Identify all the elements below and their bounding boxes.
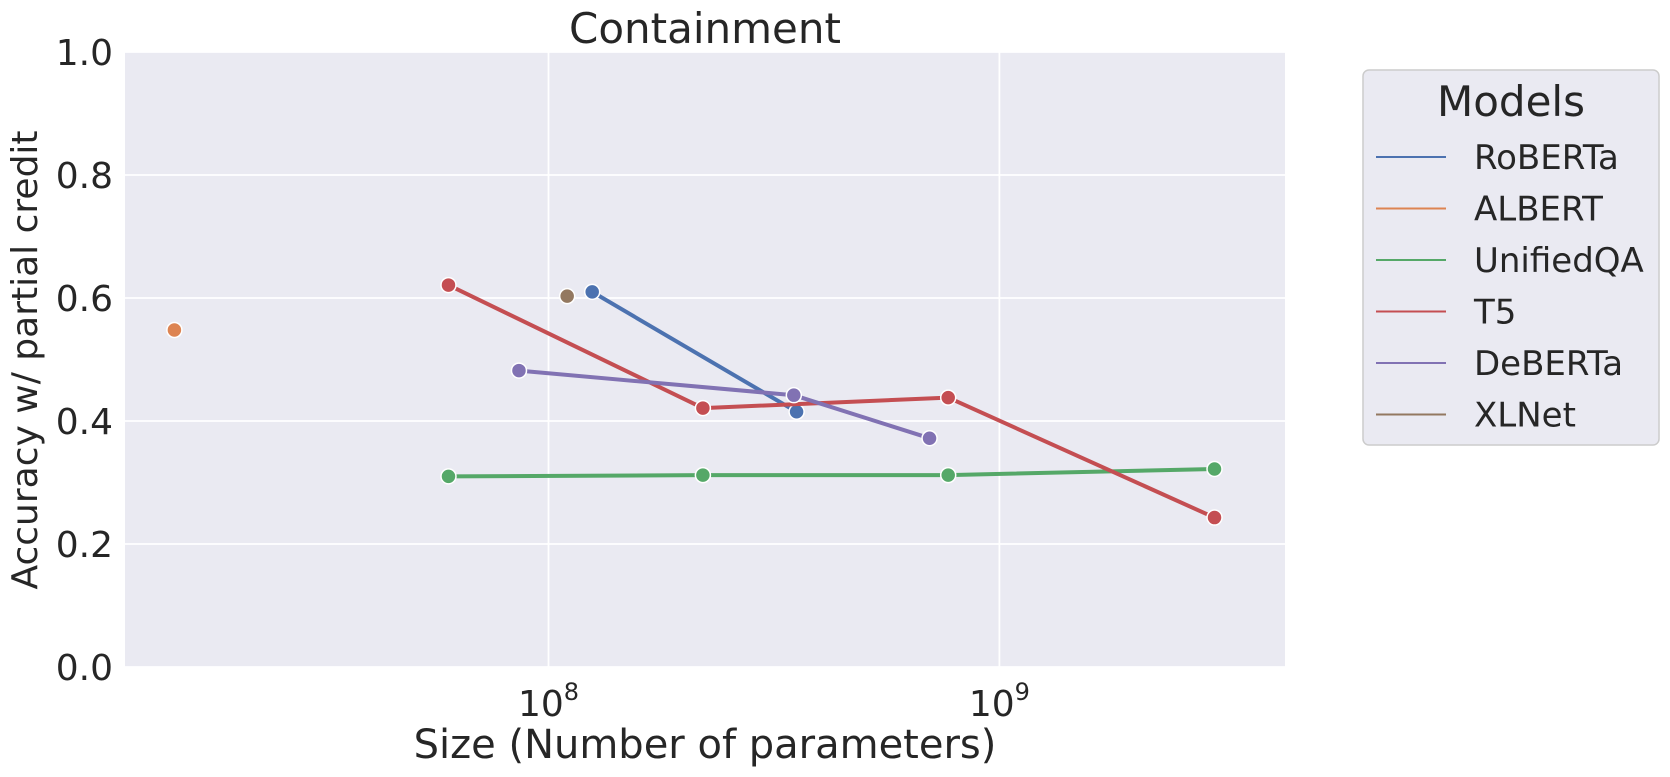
legend-items: RoBERTa ALBERT UnifiedQA T5 DeBERTa XLNet	[1376, 138, 1644, 436]
series-xlnet	[558, 287, 576, 305]
x-tick-label: 109	[969, 678, 1030, 725]
data-point-t5	[1206, 509, 1223, 526]
data-point-unifiedqa	[694, 466, 712, 484]
y-tick-label: 0.6	[56, 279, 113, 320]
legend-label-t5: T5	[1473, 293, 1516, 333]
series-deberta	[510, 362, 938, 447]
series-line-t5	[446, 283, 1217, 520]
data-point-roberta	[583, 283, 601, 301]
series-unifiedqa	[440, 460, 1223, 485]
legend-label-deberta: DeBERTa	[1474, 344, 1623, 384]
data-point-deberta	[510, 362, 528, 379]
y-tick-label: 0.8	[56, 156, 113, 197]
data-point-roberta	[788, 403, 805, 421]
data-point-t5	[939, 389, 957, 406]
legend-label-unifiedqa: UnifiedQA	[1474, 241, 1644, 281]
x-tick-labels: 108 109	[518, 678, 1030, 725]
y-tick-labels: 0.0 0.2 0.4 0.6 0.8 1.0	[56, 33, 113, 689]
legend-label-roberta: RoBERTa	[1474, 138, 1619, 178]
data-point-deberta	[785, 386, 803, 404]
legend-label-xlnet: XLNet	[1474, 396, 1576, 436]
legend: Models RoBERTa ALBERT UnifiedQA T5 DeBERTa XL…	[1362, 69, 1660, 446]
data-point-albert	[166, 321, 183, 339]
x-axis-label: Size (Number of parameters)	[414, 722, 997, 768]
data-point-deberta	[921, 429, 938, 447]
legend-title: Models	[1437, 77, 1585, 126]
series-t5	[440, 276, 1223, 526]
legend-item-unifiedqa: UnifiedQA	[1376, 241, 1644, 281]
x-tick-label: 108	[518, 678, 579, 725]
series-line-unifiedqa	[446, 467, 1217, 479]
data-point-unifiedqa	[440, 468, 457, 485]
legend-item-t5: T5	[1376, 293, 1516, 333]
series-layer	[166, 276, 1223, 526]
legend-item-deberta: DeBERTa	[1376, 344, 1623, 384]
legend-box	[1362, 69, 1660, 446]
y-tick-label: 1.0	[56, 33, 113, 74]
legend-item-albert: ALBERT	[1376, 190, 1603, 230]
legend-item-roberta: RoBERTa	[1376, 138, 1619, 178]
y-axis-label: Accuracy w/ partial credit	[5, 130, 46, 589]
legend-label-albert: ALBERT	[1474, 190, 1603, 230]
data-point-unifiedqa	[939, 466, 957, 484]
y-tick-label: 0.2	[56, 525, 113, 566]
grid	[125, 51, 1285, 668]
series-albert	[166, 321, 183, 339]
chart-title: Containment	[569, 4, 841, 53]
y-tick-label: 0.0	[56, 648, 113, 689]
legend-item-xlnet: XLNet	[1376, 396, 1576, 436]
data-point-unifiedqa	[1206, 460, 1223, 478]
data-point-t5	[694, 399, 712, 417]
data-point-t5	[440, 276, 457, 294]
data-point-xlnet	[558, 287, 576, 305]
y-tick-label: 0.4	[56, 402, 113, 443]
